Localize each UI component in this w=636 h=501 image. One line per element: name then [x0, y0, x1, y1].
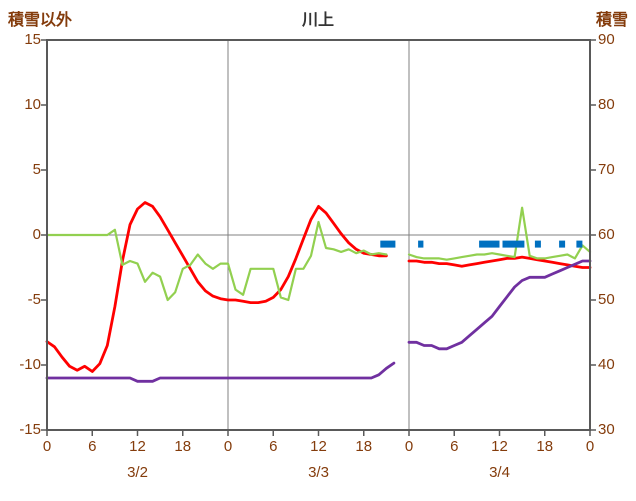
precipitation-blue-bar [418, 240, 424, 248]
right-axis-tick-label: 30 [598, 421, 615, 438]
left-axis-tick-label: 15 [24, 31, 41, 48]
precipitation-blue-bar [380, 240, 396, 248]
x-axis-tick-label: 6 [269, 438, 278, 455]
precipitation-blue-bar [534, 240, 541, 248]
right-axis-tick-label: 50 [598, 291, 615, 308]
snow-depth-purple-line [45, 259, 592, 383]
x-axis-tick-label: 6 [88, 438, 97, 455]
x-axis-date-label: 3/2 [127, 464, 148, 481]
precipitation-blue-bar [502, 240, 525, 248]
x-axis-tick-label: 18 [174, 438, 192, 455]
x-axis-date-label: 3/4 [489, 464, 510, 481]
precipitation-blue-bar [559, 240, 566, 248]
temperature-green-line [45, 206, 592, 302]
left-axis-tick-label: 0 [32, 226, 41, 243]
x-axis-tick-label: 0 [585, 438, 595, 455]
temperature-red-line [45, 201, 592, 373]
x-axis-tick-label: 12 [491, 438, 508, 455]
left-axis-title: 積雪以外 [8, 12, 73, 29]
right-axis-title: 積雪 [595, 12, 628, 29]
x-axis-tick-label: 6 [450, 438, 459, 455]
precipitation-blue-bar [479, 240, 500, 248]
precipitation-blue-bar [576, 240, 583, 248]
right-axis-tick-label: 90 [598, 31, 615, 48]
left-axis-tick-label: -5 [27, 291, 41, 308]
right-axis-tick-label: 70 [598, 161, 615, 178]
x-axis-tick-label: 12 [310, 438, 327, 455]
x-axis-date-label: 3/3 [308, 464, 329, 481]
right-axis-tick-label: 40 [598, 356, 615, 373]
left-axis-tick-label: -10 [19, 356, 41, 373]
x-axis-tick-label: 0 [404, 438, 414, 455]
x-axis-tick-label: 0 [42, 438, 52, 455]
x-axis-tick-label: 18 [536, 438, 554, 455]
x-axis-tick-label: 12 [129, 438, 146, 455]
x-axis-tick-label: 0 [223, 438, 233, 455]
x-axis-tick-label: 18 [355, 438, 373, 455]
right-axis-tick-label: 80 [598, 96, 615, 113]
left-axis-tick-label: -15 [19, 421, 41, 438]
right-axis-tick-label: 60 [598, 226, 615, 243]
left-axis-tick-label: 10 [24, 96, 41, 113]
chart-title: 川上 [301, 12, 334, 29]
left-axis-tick-label: 5 [32, 161, 41, 178]
